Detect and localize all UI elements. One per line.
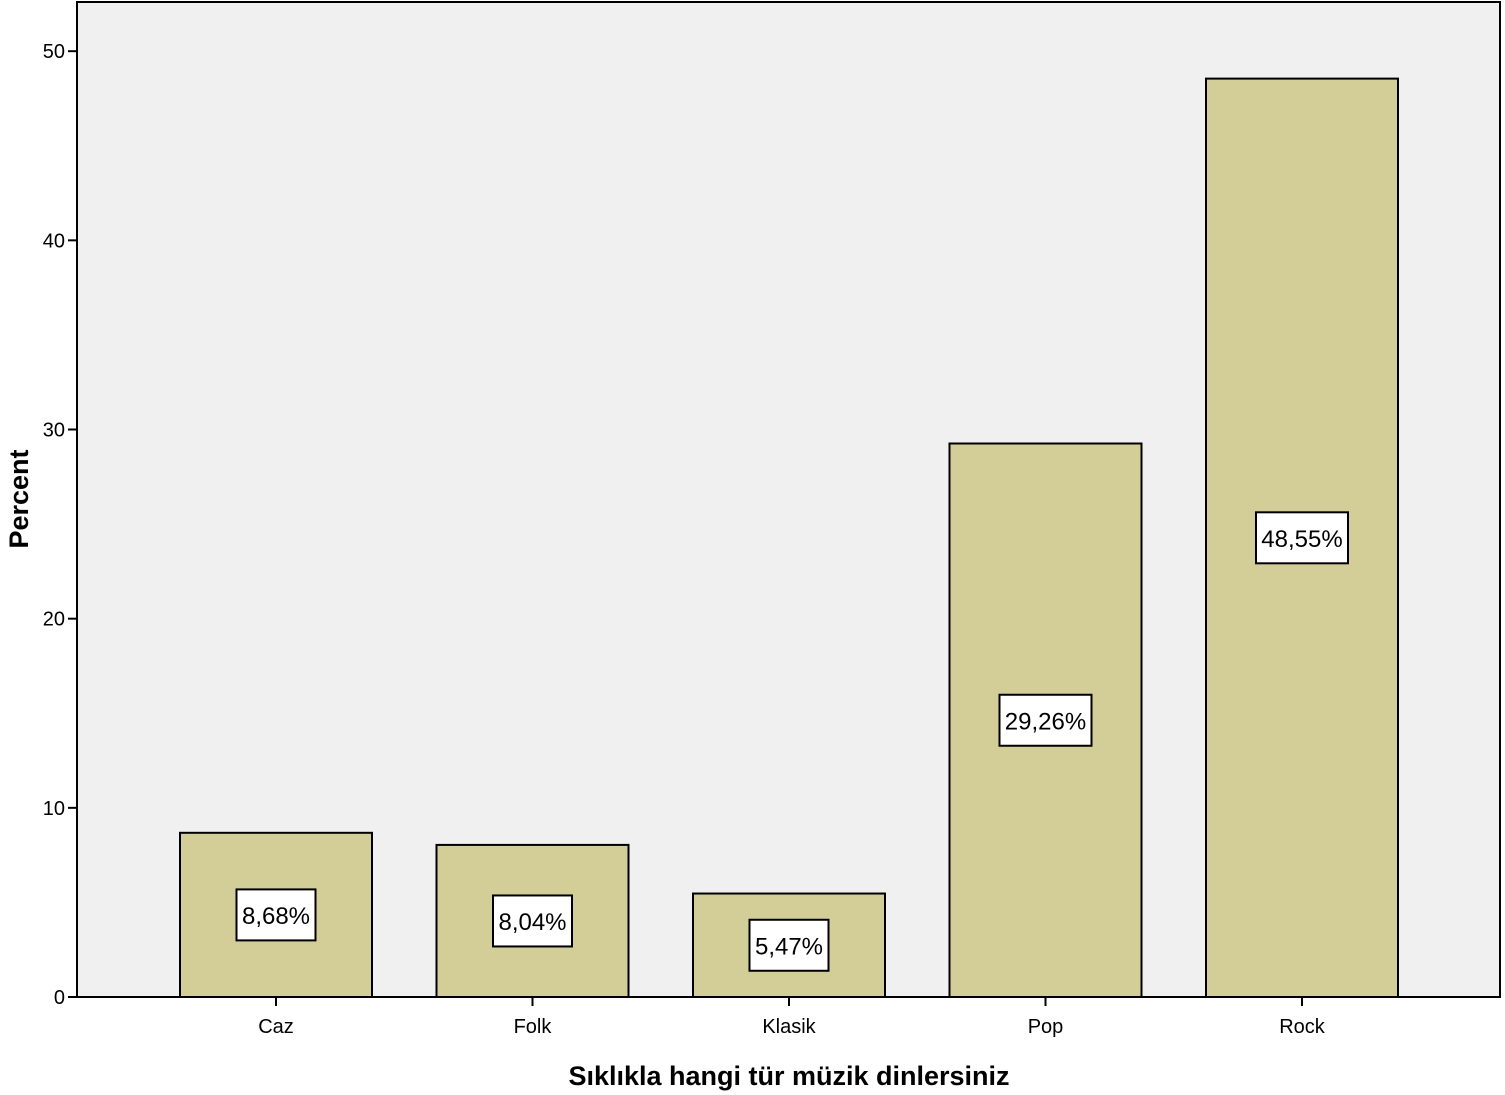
data-label-text: 48,55%: [1261, 526, 1342, 553]
data-label-pop: 29,26%: [998, 693, 1093, 747]
data-label-klasik: 5,47%: [748, 918, 830, 972]
y-tick-label: 10: [43, 798, 65, 820]
x-tick-label-rock: Rock: [1279, 1016, 1326, 1038]
data-label-folk: 8,04%: [492, 894, 573, 948]
data-label-text: 8,04%: [498, 909, 566, 936]
data-label-box: [748, 918, 830, 972]
x-tick-label-pop: Pop: [1028, 1016, 1064, 1038]
data-label-caz: 8,68%: [235, 888, 317, 942]
y-tick-label: 0: [54, 987, 65, 1009]
data-label-text: 29,26%: [1005, 708, 1086, 735]
x-tick-label-caz: Caz: [258, 1016, 294, 1038]
x-axis-title: Sıklıkla hangi tür müzik dinlersiniz: [568, 1061, 1009, 1091]
data-label-box: [492, 894, 573, 948]
y-tick-label: 20: [43, 609, 65, 631]
x-tick-label-folk: Folk: [514, 1016, 553, 1038]
data-label-box: [998, 693, 1093, 747]
x-axis: Caz Folk Klasik Pop Rock: [258, 997, 1326, 1038]
data-label-rock: 48,55%: [1255, 511, 1349, 565]
data-label-text: 8,68%: [242, 903, 310, 930]
y-tick-label: 50: [43, 41, 65, 63]
y-axis-title: Percent: [4, 449, 34, 548]
data-label-box: [235, 888, 317, 942]
y-tick-label: 30: [43, 420, 65, 442]
x-tick-label-klasik: Klasik: [762, 1016, 816, 1038]
data-labels: 8,68% 8,04% 5,47% 29,26% 48,55%: [235, 511, 1349, 972]
y-tick-label: 40: [43, 230, 65, 252]
y-axis: 0 10 20 30 40 50: [43, 41, 77, 1009]
data-label-text: 5,47%: [755, 933, 823, 960]
data-label-box: [1255, 511, 1349, 565]
